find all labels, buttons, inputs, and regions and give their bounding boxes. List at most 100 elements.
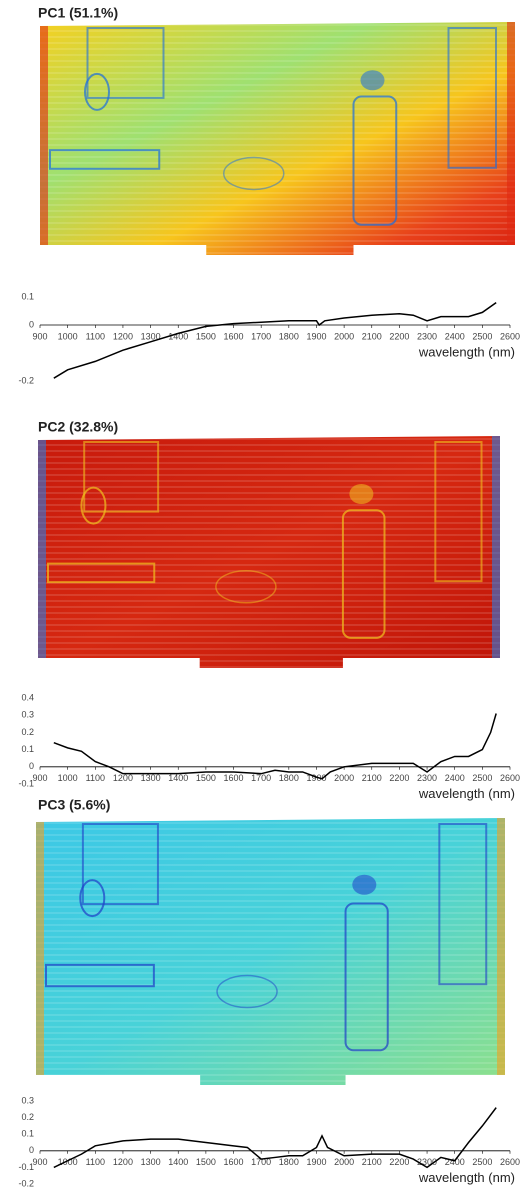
- x-axis-label: wavelength (nm): [418, 786, 515, 801]
- image-texture: [38, 436, 500, 668]
- x-tick-label: 2200: [389, 1157, 409, 1167]
- chart-title: PC1 (51.1%): [38, 5, 118, 21]
- x-tick-label: 1300: [141, 773, 161, 783]
- image-figure-head: [352, 874, 377, 895]
- x-tick-label: 2400: [445, 331, 465, 341]
- x-tick-label: 2600: [500, 331, 520, 341]
- image-figure-body: [352, 95, 398, 226]
- image-edge: [507, 22, 515, 245]
- x-tick-label: 2000: [334, 773, 354, 783]
- x-tick-label: 1900: [306, 331, 326, 341]
- x-tick-label: 1400: [168, 1157, 188, 1167]
- x-tick-label: 1800: [279, 1157, 299, 1167]
- y-tick-label: 0.4: [21, 692, 34, 702]
- y-tick-label: 0.3: [21, 1095, 34, 1105]
- spectrum-line: [53, 301, 497, 379]
- y-tick-label: 0.1: [21, 1129, 34, 1139]
- image-figure-left: [84, 72, 110, 111]
- image-texture: [40, 22, 515, 255]
- x-tick-label: 2100: [362, 773, 382, 783]
- image-figure-head: [349, 484, 374, 504]
- y-tick-label: 0.3: [21, 710, 34, 720]
- y-tick-label: -0.1: [18, 1162, 34, 1172]
- y-tick-label: 0.2: [21, 727, 34, 737]
- pc-images: [36, 22, 515, 1085]
- image-figure-left: [80, 486, 107, 525]
- image-door: [434, 441, 483, 583]
- image-door: [438, 823, 488, 986]
- image-window: [83, 441, 160, 513]
- image-table: [49, 149, 161, 170]
- y-tick-label: 0.2: [21, 1112, 34, 1122]
- x-tick-label: 2300: [417, 331, 437, 341]
- x-tick-label: 1700: [251, 1157, 271, 1167]
- x-axis-label: wavelength (nm): [418, 344, 515, 359]
- y-tick-label: -0.2: [18, 1178, 34, 1188]
- x-tick-label: 1500: [196, 773, 216, 783]
- x-tick-label: 2500: [472, 331, 492, 341]
- x-tick-label: 1600: [224, 773, 244, 783]
- image-table: [45, 963, 155, 988]
- x-tick-label: 1800: [279, 773, 299, 783]
- x-tick-label: 1600: [224, 331, 244, 341]
- x-tick-label: 1300: [141, 1157, 161, 1167]
- x-tick-label: 1300: [141, 331, 161, 341]
- x-tick-label: 2300: [417, 1157, 437, 1167]
- image-figure-head: [360, 70, 385, 91]
- image-edge: [492, 436, 500, 658]
- x-tick-label: 1700: [251, 331, 271, 341]
- x-tick-label: 1000: [58, 1157, 78, 1167]
- image-figure-left: [79, 879, 106, 918]
- image-figure-center: [215, 570, 277, 604]
- y-tick-label: -0.1: [18, 778, 34, 788]
- x-tick-label: 1500: [196, 331, 216, 341]
- x-tick-label: 1500: [196, 1157, 216, 1167]
- charts: PC1 (51.1%) 900 1000 1100 1200 1300 1400 1500 16…: [18, 5, 520, 1189]
- x-tick-label: 2400: [445, 773, 465, 783]
- y-tick-label: 0.1: [21, 291, 34, 301]
- y-tick-label: 0: [29, 1145, 34, 1155]
- image-edge: [36, 822, 44, 1075]
- image-edge: [38, 440, 46, 658]
- image-door: [447, 27, 497, 169]
- line-chart: PC3 (5.6%) 900 1000 1100 1200 1300 1400 1500 160…: [18, 797, 520, 1189]
- x-tick-label: 1000: [58, 773, 78, 783]
- line-chart: PC1 (51.1%) 900 1000 1100 1200 1300 1400 1500 16…: [18, 5, 520, 386]
- x-tick-label: 1400: [168, 773, 188, 783]
- x-tick-label: 2100: [362, 331, 382, 341]
- y-tick-label: 0: [29, 319, 34, 329]
- image-figure-center: [223, 156, 285, 191]
- x-tick-label: 2200: [389, 773, 409, 783]
- image-figure-center: [216, 974, 278, 1009]
- x-tick-label: 1900: [306, 773, 326, 783]
- chart-title: PC3 (5.6%): [38, 797, 110, 813]
- image-edge: [40, 26, 48, 245]
- y-tick-label: 0.1: [21, 744, 34, 754]
- x-tick-label: 1200: [113, 331, 133, 341]
- image-window: [81, 823, 159, 906]
- x-tick-label: 1900: [306, 1157, 326, 1167]
- line-chart: PC2 (32.8%) 900 1000 1100 1200 1300 1400 1500 16…: [18, 419, 520, 802]
- x-tick-label: 900: [32, 773, 47, 783]
- x-tick-label: 1600: [224, 1157, 244, 1167]
- x-tick-label: 1000: [58, 331, 78, 341]
- x-tick-label: 2500: [472, 773, 492, 783]
- spectrum-line: [53, 1107, 497, 1169]
- x-tick-label: 2600: [500, 1157, 520, 1167]
- image-edge: [497, 818, 505, 1075]
- x-tick-label: 2600: [500, 773, 520, 783]
- x-tick-label: 2400: [445, 1157, 465, 1167]
- x-tick-label: 1200: [113, 1157, 133, 1167]
- x-tick-label: 900: [32, 331, 47, 341]
- x-tick-label: 1100: [86, 331, 105, 341]
- y-tick-label: 0: [29, 761, 34, 771]
- x-tick-label: 2100: [362, 1157, 382, 1167]
- image-figure-body: [344, 902, 389, 1052]
- x-tick-label: 1400: [168, 331, 188, 341]
- image-texture: [36, 818, 505, 1085]
- x-tick-label: 1800: [279, 331, 299, 341]
- x-tick-label: 2500: [472, 1157, 492, 1167]
- image-figure-body: [341, 509, 386, 639]
